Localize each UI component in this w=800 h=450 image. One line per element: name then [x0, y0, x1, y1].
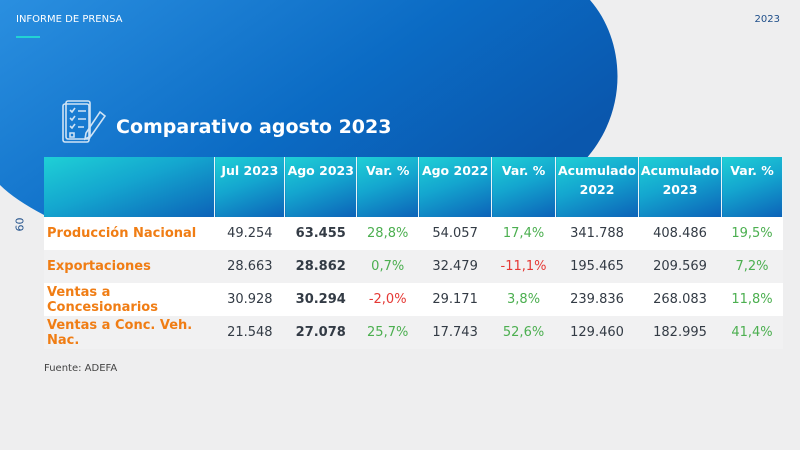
table-cell: 129.460 [555, 316, 639, 349]
column-header: Var. % [721, 157, 783, 217]
table-cell: 25,7% [356, 316, 419, 349]
table-cell: 195.465 [555, 250, 639, 283]
table-cell: -11,1% [491, 250, 556, 283]
table-cell: 3,8% [491, 283, 556, 316]
table-cell: 41,4% [721, 316, 783, 349]
table-cell: 11,8% [721, 283, 783, 316]
page-title: Comparativo agosto 2023 [116, 116, 392, 138]
table-cell: 19,5% [721, 217, 783, 250]
table-cell: 32.479 [418, 250, 492, 283]
table-cell: 268.083 [638, 283, 722, 316]
column-header: Var. % [356, 157, 420, 217]
table-cell: 209.569 [638, 250, 722, 283]
table-cell: 30.294 [284, 283, 357, 316]
table-cell: 27.078 [284, 316, 357, 349]
report-label: INFORME DE PRENSA [16, 14, 123, 25]
column-header [44, 157, 216, 217]
table-cell: 182.995 [638, 316, 722, 349]
table-cell: 17,4% [491, 217, 556, 250]
column-header: Var. % [491, 157, 557, 217]
table-cell: 28.663 [214, 250, 285, 283]
table-cell: 341.788 [555, 217, 639, 250]
table-cell: -2,0% [356, 283, 419, 316]
page-number: 09 [12, 217, 26, 232]
table-cell: 0,7% [356, 250, 419, 283]
table-cell: 28.862 [284, 250, 357, 283]
row-label: Exportaciones [44, 250, 215, 283]
table-cell: 7,2% [721, 250, 783, 283]
divider [16, 36, 40, 38]
source-note: Fuente: ADEFA [44, 363, 118, 374]
table-cell: 408.486 [638, 217, 722, 250]
row-label: Ventas a Concesionarios [44, 283, 215, 316]
table-cell: 17.743 [418, 316, 492, 349]
column-header: Jul 2023 [214, 157, 286, 217]
table-cell: 63.455 [284, 217, 357, 250]
table-row: Producción Nacional 49.254 63.455 28,8% 54.0… [44, 217, 783, 250]
table-cell: 52,6% [491, 316, 556, 349]
table-row: Ventas a Concesionarios 30.928 30.294 -2,0%… [44, 283, 783, 316]
table-cell: 49.254 [214, 217, 285, 250]
column-header: Ago 2023 [284, 157, 358, 217]
table-cell: 28,8% [356, 217, 419, 250]
year-label: 2023 [754, 14, 780, 25]
column-header: Acumulado 2023 [638, 157, 722, 217]
table-cell: 239.836 [555, 283, 639, 316]
row-label: Producción Nacional [44, 217, 215, 250]
table-cell: 29.171 [418, 283, 492, 316]
table-row: Ventas a Conc. Veh. Nac. 21.548 27.078 25,7… [44, 316, 783, 349]
table-row: Exportaciones 28.663 28.862 0,7% 32.479 -11,1… [44, 250, 783, 283]
table-cell: 21.548 [214, 316, 285, 349]
column-header: Acumulado 2022 [555, 157, 640, 217]
table-cell: 30.928 [214, 283, 285, 316]
comparison-table: Jul 2023 Ago 2023 Var. % Ago 2022 Var. % Acum… [44, 157, 783, 349]
checklist-pencil-icon [62, 100, 107, 143]
table-cell: 54.057 [418, 217, 492, 250]
row-label: Ventas a Conc. Veh. Nac. [44, 316, 215, 349]
column-header: Ago 2022 [418, 157, 493, 217]
